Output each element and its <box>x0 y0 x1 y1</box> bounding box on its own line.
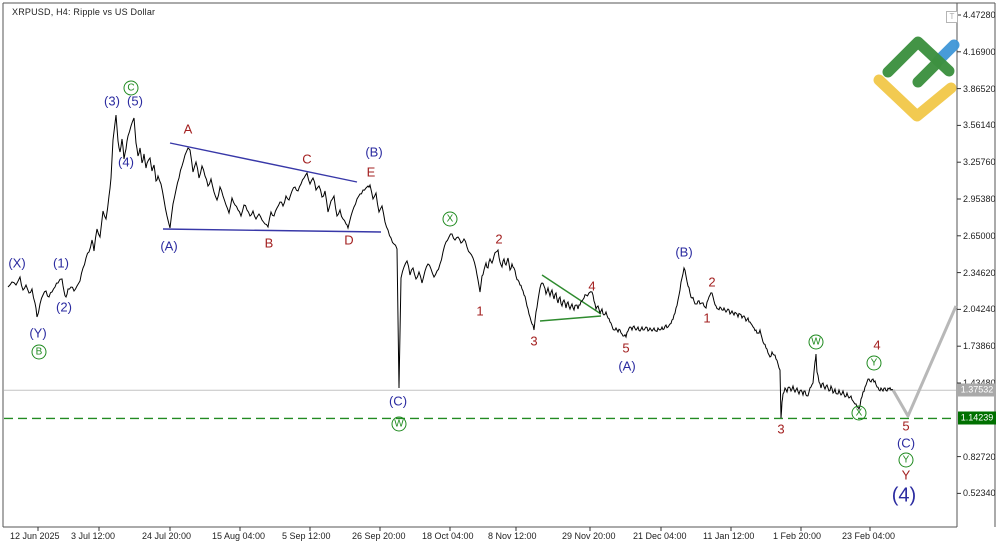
wave-label-D: D <box>344 232 354 248</box>
wave-label-X-circled: X <box>851 405 867 421</box>
time-tick-label: 24 Jul 20:00 <box>142 531 192 541</box>
wave-label-C: (C) <box>388 393 408 409</box>
wave-label-A: A <box>183 121 193 137</box>
wave-label-B: (B) <box>675 244 693 260</box>
wave-label-1: 1 <box>476 303 484 319</box>
wave-label-A: (A) <box>160 238 178 254</box>
wave-label-Y: (Y) <box>29 325 47 341</box>
time-tick-label: 11 Jan 12:00 <box>703 531 755 541</box>
trendline-2 <box>541 274 602 315</box>
wave-label-5: (5) <box>127 93 143 109</box>
chart-tool-badge[interactable]: T <box>946 11 958 23</box>
price-tick-label: 4.47280 <box>963 10 996 20</box>
time-tick-label: 1 Feb 20:00 <box>773 531 822 541</box>
wave-label-5: 5 <box>622 340 630 356</box>
price-tick-label: 2.65000 <box>963 230 996 241</box>
wave-label-4: 4 <box>873 337 881 353</box>
wave-label-3: 3 <box>530 333 538 349</box>
wave-label-2: 2 <box>495 231 503 247</box>
price-tick-label: 4.16900 <box>963 46 996 57</box>
price-tick-label: 2.34620 <box>963 267 996 278</box>
wave-label-C: (C) <box>896 435 916 451</box>
time-tick-label: 21 Dec 04:00 <box>633 531 687 541</box>
time-tick-label: 18 Oct 04:00 <box>422 531 474 541</box>
wave-label-A: (A) <box>618 358 636 374</box>
price-tick-label: 0.52340 <box>963 488 996 499</box>
price-tick-label: 2.04240 <box>963 304 996 315</box>
price-tick-label: 1.43480 <box>963 378 996 388</box>
wave-label-B: B <box>264 235 274 251</box>
price-tick-label: 3.86520 <box>963 83 996 94</box>
time-tick-label: 15 Aug 04:00 <box>212 531 266 541</box>
price-tick-label: 2.95380 <box>963 193 996 204</box>
price-tick-label: 3.56140 <box>963 120 996 131</box>
wave-label-3: (3) <box>104 93 120 109</box>
price-tick-label: 3.25760 <box>963 157 996 168</box>
time-tick-label: 12 Jun 2025 <box>10 531 60 541</box>
wave-label-2: 2 <box>708 274 716 290</box>
wave-label-3: 3 <box>777 421 785 437</box>
time-tick-label: 3 Jul 12:00 <box>71 531 116 541</box>
time-tick-label: 26 Sep 20:00 <box>352 531 406 541</box>
price-line-series <box>7 114 894 419</box>
litefinance-logo-stroke-3 <box>912 58 942 88</box>
time-tick-label: 5 Sep 12:00 <box>282 531 331 541</box>
price-tick-label: 1.73860 <box>963 341 996 352</box>
forecast-projection-line <box>891 305 958 418</box>
wave-label-2: (2) <box>56 299 72 315</box>
wave-label-1: 1 <box>703 310 711 326</box>
time-tick-label: 8 Nov 12:00 <box>488 531 537 541</box>
wave-label-C-circled: C <box>123 80 139 96</box>
wave-label-E: E <box>366 164 376 180</box>
wave-label-Y-circled: Y <box>866 355 882 371</box>
price-tick-label: 0.82720 <box>963 451 996 462</box>
wave-label-W-circled: W <box>391 416 407 432</box>
wave-label-5: 5 <box>902 418 910 434</box>
trendline-3 <box>539 315 602 322</box>
wave-label-4: 4 <box>588 278 596 294</box>
wave-label-1: (1) <box>53 255 69 271</box>
wave-label-Y: Y <box>901 467 911 483</box>
litefinance-logo-stroke-1 <box>873 74 957 122</box>
time-tick-label: 23 Feb 04:00 <box>842 531 896 541</box>
wave-label-4: (4) <box>891 484 917 507</box>
wave-label-W-circled: W <box>808 334 824 350</box>
wave-label-X-circled: X <box>442 211 458 227</box>
time-tick-label: 29 Nov 20:00 <box>562 531 616 541</box>
wave-label-B-circled: B <box>31 344 47 360</box>
target-price-tag: 1.14239 <box>958 411 996 425</box>
trendline-0 <box>169 142 358 183</box>
current-price-tag: 1.37532 <box>958 383 996 397</box>
wave-label-B: (B) <box>365 144 383 160</box>
wave-label-C: C <box>302 151 312 167</box>
chart-title: XRPUSD, H4: Ripple vs US Dollar <box>12 7 156 17</box>
wave-label-4: (4) <box>118 154 134 170</box>
wave-label-Y-circled: Y <box>898 452 914 468</box>
trendline-1 <box>162 228 382 233</box>
wave-label-X: (X) <box>8 255 26 271</box>
